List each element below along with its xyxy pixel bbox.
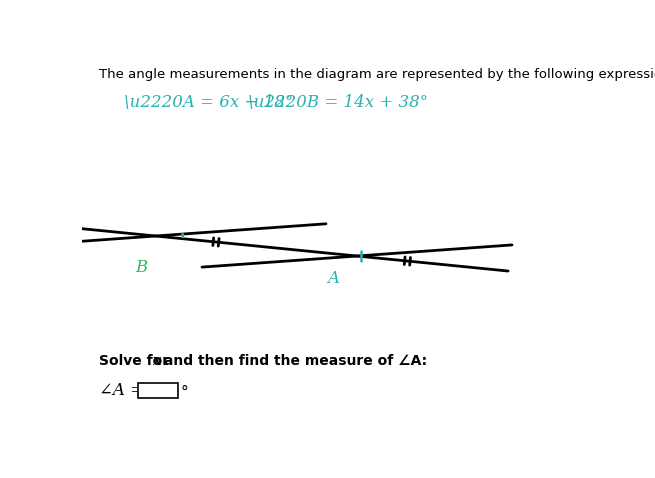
Text: Solve for: Solve for — [99, 354, 174, 368]
FancyBboxPatch shape — [138, 383, 178, 399]
Text: ∠A =: ∠A = — [99, 382, 144, 399]
Text: x: x — [153, 354, 160, 368]
Text: A: A — [328, 270, 340, 287]
Text: °: ° — [180, 385, 188, 400]
Text: and then find the measure of ∠A:: and then find the measure of ∠A: — [159, 354, 426, 368]
Text: \u2220A = 6x − 18°: \u2220A = 6x − 18° — [124, 94, 293, 111]
Text: \u2220B = 14x + 38°: \u2220B = 14x + 38° — [248, 94, 428, 111]
Text: B: B — [136, 259, 147, 276]
Text: The angle measurements in the diagram are represented by the following expressio: The angle measurements in the diagram ar… — [99, 68, 655, 81]
